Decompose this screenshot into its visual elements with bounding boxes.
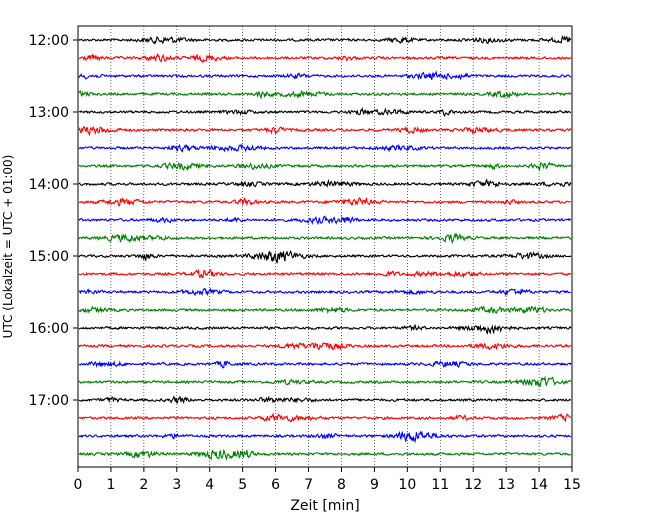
x-tick-label-7: 7 <box>304 477 313 493</box>
trace-row-15 <box>78 305 572 315</box>
seismogram-traces <box>78 35 572 462</box>
plot-frame <box>77 25 573 468</box>
y-tick-label-1: 13:00 <box>29 105 69 121</box>
trace-row-2 <box>78 70 572 81</box>
trace-row-12 <box>78 249 572 264</box>
trace-row-19 <box>78 375 572 388</box>
trace-row-21 <box>78 412 572 423</box>
x-axis-label: Zeit [min] <box>290 498 359 514</box>
x-tick-label-9: 9 <box>370 477 379 493</box>
y-axis-label: UTC (Lokalzeit = UTC + 01:00) <box>1 155 15 339</box>
trace-row-14 <box>78 287 572 297</box>
x-tick-label-10: 10 <box>398 477 416 493</box>
x-tick-label-6: 6 <box>271 477 280 493</box>
x-tick-label-0: 0 <box>74 477 83 493</box>
x-tick-label-14: 14 <box>530 477 548 493</box>
trace-row-18 <box>78 359 572 369</box>
trace-row-0 <box>78 35 572 45</box>
trace-row-17 <box>78 342 572 351</box>
trace-row-5 <box>78 125 572 137</box>
y-tick-label-0: 12:00 <box>29 33 69 49</box>
x-tick-label-5: 5 <box>238 477 247 493</box>
trace-row-22 <box>78 430 572 444</box>
trace-row-13 <box>78 268 572 279</box>
trace-row-1 <box>78 52 572 63</box>
trace-row-7 <box>78 161 572 172</box>
y-axis: 12:00 13:00 14:00 15:00 16:00 17:00 <box>29 33 78 409</box>
x-tick-label-2: 2 <box>139 477 148 493</box>
trace-row-9 <box>79 197 572 208</box>
x-tick-label-1: 1 <box>106 477 115 493</box>
y-tick-label-4: 16:00 <box>29 321 69 337</box>
trace-row-8 <box>78 178 572 189</box>
trace-row-20 <box>78 395 572 405</box>
x-tick-label-12: 12 <box>464 477 482 493</box>
x-tick-label-4: 4 <box>205 477 214 493</box>
x-tick-label-8: 8 <box>337 477 346 493</box>
trace-row-23 <box>78 448 572 462</box>
y-tick-label-2: 14:00 <box>29 177 69 193</box>
trace-row-10 <box>78 215 572 226</box>
y-tick-label-5: 17:00 <box>29 393 69 409</box>
x-tick-label-15: 15 <box>563 477 581 493</box>
trace-row-4 <box>78 106 572 117</box>
trace-row-11 <box>78 232 572 245</box>
x-tick-label-3: 3 <box>172 477 181 493</box>
trace-row-6 <box>78 143 572 153</box>
x-tick-label-13: 13 <box>497 477 515 493</box>
y-tick-label-3: 15:00 <box>29 249 69 265</box>
x-tick-label-11: 11 <box>431 477 449 493</box>
x-axis: 0 1 2 3 4 5 6 7 8 9 10 11 12 13 14 15 <box>74 467 581 493</box>
trace-row-16 <box>78 323 572 335</box>
trace-row-3 <box>78 89 572 100</box>
